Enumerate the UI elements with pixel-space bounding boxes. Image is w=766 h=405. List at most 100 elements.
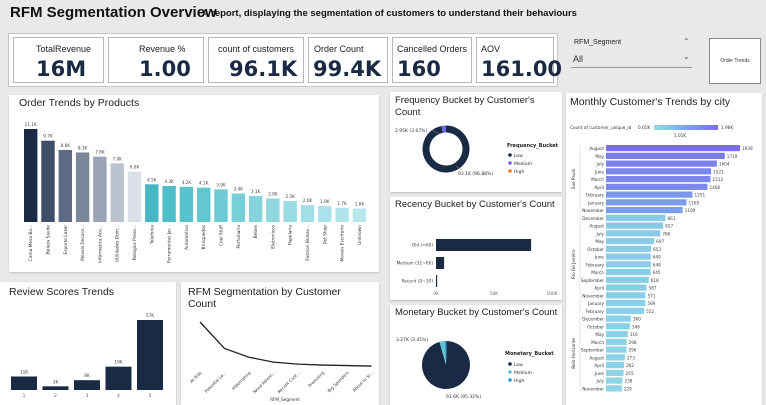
axis-tick: 100K — [546, 291, 557, 297]
bar — [606, 214, 666, 221]
tick-label: Perfumaria — [236, 225, 242, 249]
kpi-label: Revenue % — [139, 44, 186, 54]
frequency-donut-chart: 2.95K (3.07%) 93.1K (96.88%) Frequency_Buc… — [395, 125, 559, 177]
chart-title: Recency Bucket by Customer's Count — [395, 199, 555, 210]
tick-label: Big Spenders — [327, 370, 350, 393]
leader-line — [455, 165, 463, 171]
bar — [179, 186, 194, 222]
rfm-segmentation-chart-card: RFM Segmentation by Customer Count At Ri… — [181, 282, 379, 405]
data-label: 827 — [665, 224, 673, 229]
chevron-down-icon: ⌄ — [683, 52, 690, 61]
data-label: 7.0K — [112, 156, 122, 161]
kpi-value: 99.4K — [313, 57, 382, 81]
axis-tick: 50K — [490, 291, 498, 297]
tick-label: October — [587, 324, 604, 329]
data-label: 653 — [653, 247, 661, 252]
data-label: 587 — [649, 286, 657, 291]
bar — [214, 189, 228, 222]
bar — [335, 207, 349, 222]
monthly-city-chart: Count of customer_unique_id 0.01K 1.96K 1.0… — [570, 125, 753, 392]
bar — [606, 245, 652, 252]
bar — [606, 160, 717, 167]
bar — [606, 377, 623, 384]
legend-label: Count of customer_unique_id — [570, 125, 632, 130]
tick-label: 4 — [117, 393, 120, 399]
chart-title: Review Scores Trends — [9, 286, 115, 298]
page-title: RFM Segmentation Overview — [10, 4, 217, 21]
kpi-revenue-pct: Revenue % 1.00 — [108, 37, 204, 83]
tick-label: Medium (31~60) — [397, 261, 434, 267]
data-label: 316 — [630, 332, 638, 337]
monetary-bucket-card: Monetary Bucket by Customer's Count 3.27… — [390, 305, 562, 405]
slice — [444, 341, 447, 365]
kpi-label: TotalRevenue — [36, 44, 92, 54]
tick-label: Pet Shop — [322, 225, 328, 244]
order-trends-chart: 11.1K Cama Mesa Ba... 9.7K Beleza Saude 8.6K… — [24, 122, 367, 263]
bar — [606, 331, 628, 338]
bar — [11, 376, 37, 390]
tick-label: February — [585, 193, 604, 198]
bar — [162, 185, 176, 222]
slicer-dropdown[interactable]: All ⌄ — [571, 52, 692, 68]
bar — [137, 320, 163, 390]
data-label: 1.9K — [320, 199, 330, 204]
data-label: 1521 — [713, 169, 724, 174]
bar — [24, 129, 38, 222]
slicer-label: RFM_Segment — [574, 39, 622, 46]
chart-title: Monthly Customer's Trends by city — [570, 96, 731, 108]
data-label: 645 — [653, 270, 661, 275]
data-label: 1165 — [689, 200, 700, 205]
order-trends-button[interactable]: Order Trends — [709, 38, 761, 84]
data-label: 3K — [53, 379, 59, 385]
legend-item: High — [514, 169, 524, 175]
data-label: 346 — [632, 324, 640, 329]
tick-label: July — [595, 162, 604, 167]
bar — [266, 198, 280, 222]
bar — [74, 380, 100, 390]
tick-label: April — [594, 363, 604, 368]
chart-title: RFM Segmentation by Customer Count — [188, 286, 341, 310]
data-label: 11.1K — [25, 122, 37, 127]
bar — [231, 193, 245, 222]
tick-label: Bebes — [253, 224, 259, 238]
tick-label: August — [589, 355, 604, 360]
recency-bucket-card: Recency Bucket by Customer's Count Old (… — [390, 197, 562, 300]
rfm-segment-slicer: RFM_Segment ⌃ All ⌄ — [566, 33, 696, 83]
data-label: 648 — [653, 262, 661, 267]
data-label: 2.5K — [285, 194, 295, 199]
data-label: 2.0K — [303, 198, 313, 203]
data-label: 569 — [647, 301, 655, 306]
review-scores-chart: 11K 1 3K 2 8K 3 19K 4 57K 5 — [11, 313, 163, 399]
bar — [352, 208, 367, 222]
tick-label: About to Sl... — [352, 370, 375, 393]
slice — [422, 125, 470, 173]
tick-label: January — [587, 200, 604, 205]
bar — [606, 261, 651, 268]
bar — [606, 354, 625, 361]
tick-label: 3 — [86, 393, 89, 399]
tick-label: Recent Cust... — [277, 370, 301, 394]
chevron-up-icon[interactable]: ⌃ — [683, 37, 690, 46]
legend-item: Medium — [514, 370, 532, 376]
tick-label: 2 — [54, 393, 57, 399]
data-label: 2.95K (3.07%) — [395, 128, 427, 134]
tick-label: November — [582, 386, 604, 391]
bar — [606, 385, 622, 392]
legend-marker — [508, 378, 512, 382]
data-label: 1939 — [742, 146, 753, 151]
kpi-value: 160 — [397, 57, 441, 81]
legend-item: Low — [514, 362, 523, 368]
bar — [606, 207, 683, 214]
data-label: 19K — [114, 360, 122, 366]
tick-label: October — [587, 247, 604, 252]
bar — [606, 152, 725, 159]
tick-label: July — [595, 379, 604, 384]
tick-label: November — [582, 293, 604, 298]
data-label: 360 — [633, 317, 641, 322]
data-label: 91.6K (95.32%) — [446, 394, 481, 400]
bar — [606, 238, 655, 245]
kpi-value: 1.00 — [139, 57, 191, 81]
bar — [606, 183, 708, 190]
order-trends-chart-card: Order Trends by Products 11.1K Cama Mesa … — [9, 95, 379, 272]
tick-label: March — [591, 270, 604, 275]
